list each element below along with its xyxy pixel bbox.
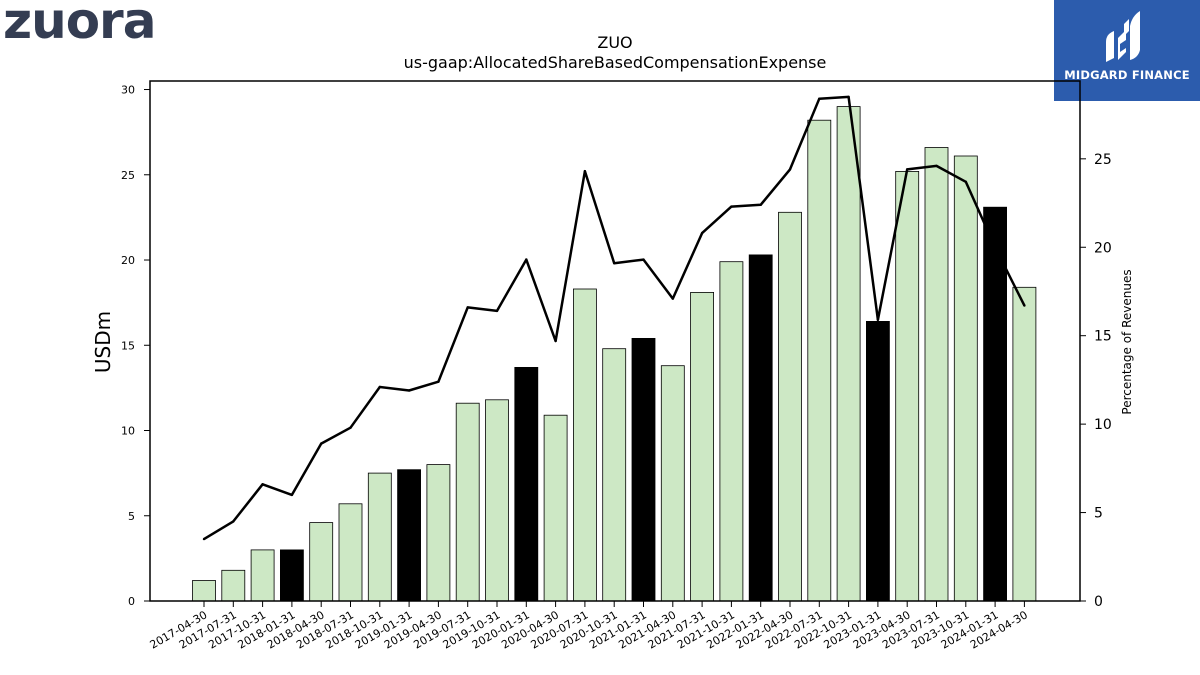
line-point-2023-07-31: [935, 164, 938, 168]
y-tick-label: 20: [121, 254, 135, 267]
y2-axis-label: Percentage of Revenues: [1120, 269, 1134, 414]
line-point-2017-10-31: [261, 483, 264, 486]
y-tick-label: 0: [128, 595, 135, 608]
line-point-2018-01-31: [290, 493, 294, 497]
line-point-2017-07-31: [232, 520, 235, 523]
line-point-2021-07-31: [700, 231, 704, 235]
x-axis: 2017-04-302017-07-312017-10-312018-01-31…: [148, 601, 1030, 652]
bar-2020-04-30: [543, 414, 568, 602]
line-point-2018-04-30: [320, 442, 323, 445]
bar-2019-01-31: [397, 469, 422, 602]
zuora-logo: zuora: [3, 0, 156, 46]
midgard-emblem-icon: [1106, 11, 1140, 62]
bar-2019-10-31: [485, 399, 509, 602]
y2-tick-label: 5: [1094, 506, 1103, 522]
bar-2024-01-31: [983, 206, 1007, 602]
y2-tick-label: 10: [1094, 417, 1112, 433]
line-point-2018-07-31: [349, 426, 352, 429]
line-point-2021-01-31: [642, 258, 645, 261]
y-axis-label: USDm: [91, 311, 115, 373]
chart-title: ZUO: [597, 33, 632, 52]
bar-2020-07-31: [573, 288, 597, 602]
bar-2022-04-30: [778, 211, 802, 602]
bar-2017-04-30: [192, 580, 216, 602]
bar-2023-07-31: [924, 147, 949, 602]
line-point-2017-04-30: [202, 537, 206, 541]
line-point-2022-07-31: [818, 97, 821, 100]
y2-tick-label: 25: [1094, 152, 1112, 168]
bar-2021-04-30: [660, 365, 685, 602]
bar-2018-07-31: [338, 503, 363, 602]
bar-2017-10-31: [250, 549, 275, 602]
midgard-finance-wordmark: MIDGARD FINANCE: [1064, 68, 1190, 82]
bar-2022-07-31: [807, 119, 832, 602]
bar-2018-10-31: [367, 472, 392, 602]
midgard-finance-logo: MIDGARD FINANCE: [1054, 0, 1200, 101]
y-tick-label: 10: [121, 425, 135, 438]
zuora-logo-text: zuora: [3, 0, 156, 50]
line-point-2020-04-30: [554, 339, 557, 343]
line-point-2022-10-31: [847, 95, 850, 99]
bar-2024-04-30: [1012, 286, 1037, 602]
line-point-2019-01-31: [407, 389, 411, 392]
line-point-2021-10-31: [730, 205, 733, 208]
bar-2019-04-30: [426, 464, 451, 602]
y-tick-label: 5: [128, 510, 135, 523]
chart-subtitle: us-gaap:AllocatedShareBasedCompensationE…: [404, 53, 827, 72]
line-point-2020-07-31: [583, 170, 587, 173]
bar-2023-04-30: [895, 170, 920, 602]
line-point-2023-04-30: [906, 168, 909, 171]
y2-tick-label: 0: [1094, 594, 1103, 610]
bar-2022-01-31: [748, 254, 773, 602]
bar-2020-01-31: [514, 366, 539, 602]
line-point-2019-10-31: [495, 309, 499, 313]
plot-frame: [149, 80, 1081, 602]
bar-2023-01-31: [866, 320, 890, 602]
y-axis-right: 0 5 10 15 20 25: [1080, 152, 1112, 610]
line-point-2024-01-31: [993, 246, 997, 249]
line-point-2024-04-30: [1023, 304, 1026, 307]
y-tick-label: 30: [121, 84, 135, 97]
line-group: [202, 95, 1026, 541]
bar-2020-10-31: [602, 348, 627, 602]
bar-2017-07-31: [221, 569, 246, 602]
bar-2021-07-31: [690, 291, 714, 602]
line-point-2020-10-31: [613, 262, 616, 265]
bar-2021-01-31: [631, 337, 656, 602]
bar-2021-10-31: [719, 261, 744, 602]
line-point-2020-01-31: [525, 258, 528, 261]
y-axis-left: 0 5 10 15 20 25 30: [121, 84, 150, 608]
line-point-2019-07-31: [466, 306, 469, 309]
bar-2022-10-31: [836, 106, 861, 602]
line-point-2023-10-31: [964, 180, 967, 183]
line-point-2018-10-31: [378, 385, 381, 389]
line-point-2022-01-31: [759, 203, 762, 206]
bar-group: [192, 106, 1037, 602]
bar-2019-07-31: [455, 402, 480, 602]
bar-2018-01-31: [279, 549, 304, 602]
line-point-2022-04-30: [788, 168, 792, 171]
line-point-2023-01-31: [876, 318, 880, 321]
y2-tick-label: 20: [1094, 240, 1112, 256]
bar-2018-04-30: [309, 522, 334, 602]
y-tick-label: 25: [121, 169, 135, 182]
line-point-2019-04-30: [437, 380, 440, 383]
y2-tick-label: 15: [1094, 329, 1112, 345]
line-point-2021-04-30: [671, 297, 674, 300]
bar-2023-10-31: [953, 155, 978, 602]
y-tick-label: 15: [121, 339, 135, 352]
